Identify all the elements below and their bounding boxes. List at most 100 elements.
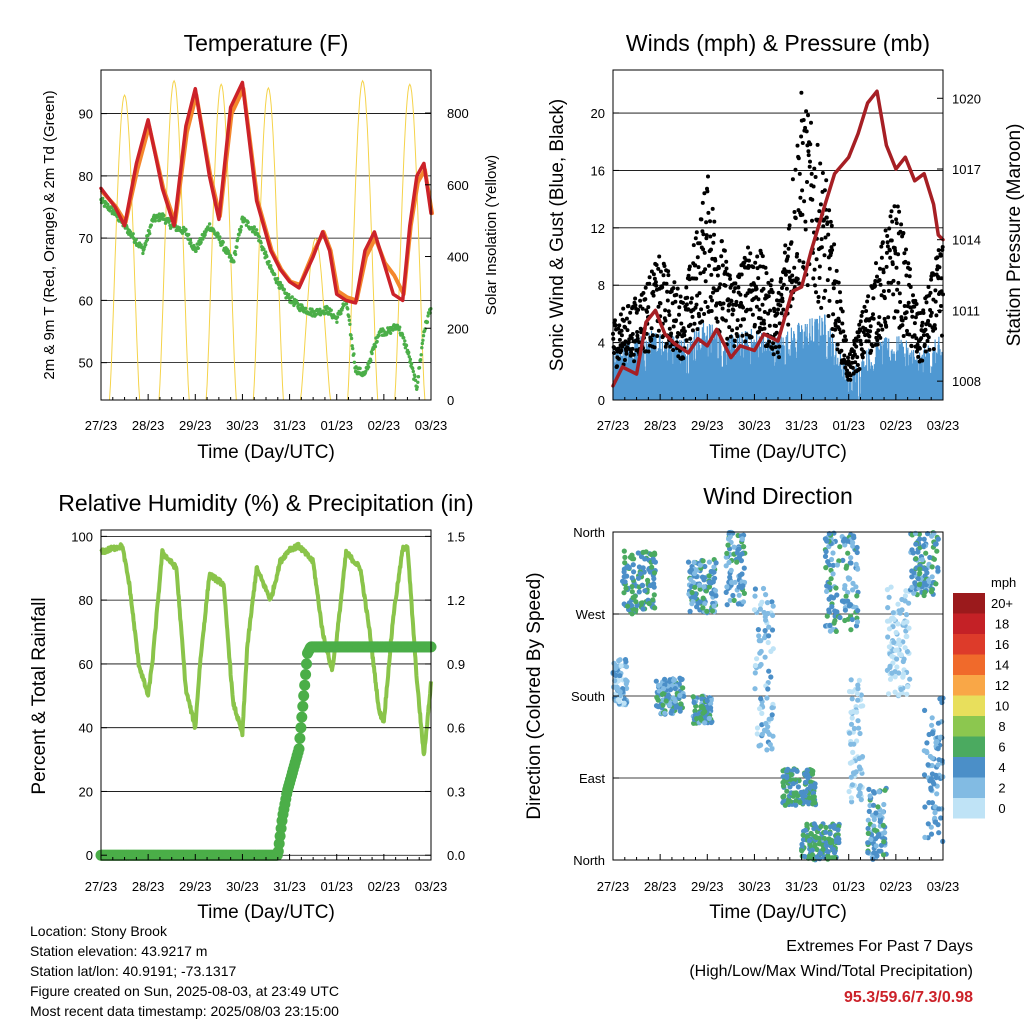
direction-point — [935, 762, 941, 768]
direction-point — [849, 715, 855, 721]
gust-point — [908, 267, 912, 272]
direction-point — [677, 708, 683, 714]
direction-point — [651, 570, 658, 576]
gust-point — [747, 258, 751, 263]
direction-point — [848, 774, 854, 780]
direction-point — [708, 701, 714, 707]
gust-point — [830, 333, 835, 338]
direction-point — [731, 597, 737, 604]
direction-point — [757, 663, 763, 669]
direction-point — [855, 566, 861, 572]
gust-point — [891, 292, 896, 297]
y-tick-label: 16 — [591, 163, 605, 178]
gust-point — [857, 367, 862, 371]
dewpoint-point — [257, 235, 262, 239]
dewpoint-point — [351, 346, 355, 351]
direction-point — [901, 620, 907, 626]
direction-point — [894, 656, 900, 662]
winds-title: Winds (mph) & Pressure (mb) — [626, 30, 930, 56]
gust-point — [673, 299, 678, 304]
gust-point — [653, 280, 658, 285]
direction-point — [752, 670, 758, 676]
gust-point — [702, 312, 707, 316]
direction-point — [897, 610, 903, 616]
gust-point — [633, 296, 638, 301]
gust-point — [745, 291, 750, 296]
direction-point — [925, 821, 931, 827]
gust-point — [777, 321, 782, 326]
gust-point — [820, 171, 825, 175]
gust-point — [784, 269, 789, 274]
colorbar-unit: mph — [991, 575, 1016, 590]
gust-point — [904, 247, 908, 252]
gust-point — [681, 326, 686, 331]
direction-point — [848, 560, 854, 566]
gust-point — [731, 289, 736, 294]
direction-point — [935, 746, 941, 752]
direction-point — [764, 747, 770, 753]
gust-point — [766, 311, 771, 316]
direction-point — [923, 550, 929, 556]
direction-point — [842, 542, 848, 548]
gust-point — [821, 224, 826, 229]
direction-point — [929, 755, 935, 761]
direction-point — [751, 607, 758, 613]
direction-point — [830, 571, 836, 577]
gust-point — [875, 338, 880, 343]
gust-point — [796, 156, 801, 161]
extremes-values: 95.3/59.6/7.3/0.98 — [844, 989, 973, 1006]
direction-point — [770, 603, 776, 609]
gust-point — [895, 204, 900, 209]
gust-point — [880, 240, 885, 245]
x-tick-label: 02/23 — [368, 879, 401, 894]
direction-point — [845, 616, 851, 622]
gust-point — [674, 292, 679, 297]
direction-point — [934, 548, 940, 554]
y-tick-label: 60 — [79, 293, 93, 308]
dewpoint-point — [128, 230, 133, 234]
direction-point — [832, 608, 838, 614]
gust-point — [823, 288, 828, 293]
gust-point — [837, 327, 842, 332]
y2-tick-label: 800 — [447, 106, 469, 121]
direction-point — [902, 593, 909, 599]
direction-point — [936, 830, 942, 836]
gust-point — [728, 334, 733, 339]
direction-point — [880, 852, 887, 858]
gust-point — [629, 336, 634, 340]
gust-point — [660, 285, 665, 290]
direction-point — [752, 686, 758, 692]
dewpoint-point — [239, 228, 243, 232]
direction-point — [804, 767, 811, 773]
direction-point — [857, 730, 863, 737]
gust-point — [662, 264, 667, 268]
gust-point — [800, 212, 805, 217]
dewpoint-point — [259, 241, 263, 245]
dewpoint-point — [290, 295, 294, 299]
dewpoint-point — [349, 336, 354, 341]
direction-point — [825, 849, 831, 855]
direction-point — [919, 557, 925, 563]
gust-point — [829, 223, 834, 228]
direction-point — [851, 725, 858, 732]
gust-point — [712, 219, 717, 224]
direction-point — [917, 566, 923, 572]
direction-point — [754, 656, 760, 662]
direction-point — [788, 772, 795, 778]
gust-point — [911, 293, 915, 298]
dewpoint-point — [203, 233, 207, 237]
direction-point — [636, 589, 642, 595]
dewpoint-point — [335, 315, 340, 319]
gust-point — [652, 276, 657, 281]
gust-point — [912, 304, 917, 309]
dewpoint-point — [237, 233, 241, 237]
dewpoint-point — [352, 360, 357, 364]
x-tick-label: 27/23 — [85, 418, 118, 433]
direction-point — [629, 584, 635, 590]
direction-point — [711, 564, 717, 570]
direction-point — [924, 749, 930, 756]
gust-point — [910, 309, 914, 314]
gust-point — [704, 220, 709, 225]
gust-point — [836, 280, 841, 285]
winds-panel: Winds (mph) & Pressure (mb) Time (Day/UT… — [547, 30, 1024, 463]
